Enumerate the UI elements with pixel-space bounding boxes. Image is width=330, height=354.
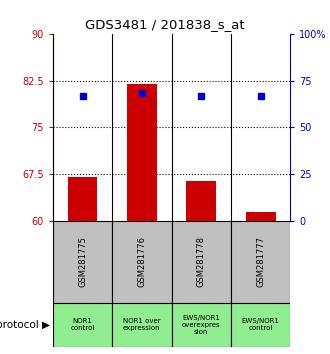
Text: NOR1
control: NOR1 control (70, 318, 95, 331)
Text: GSM281775: GSM281775 (78, 236, 87, 287)
Bar (53, 303, 112, 347)
Bar (112, 221, 172, 303)
Text: GDS3481 / 201838_s_at: GDS3481 / 201838_s_at (85, 18, 245, 31)
Bar (172, 303, 231, 347)
Text: EWS/NOR1
overexpres
sion: EWS/NOR1 overexpres sion (182, 315, 221, 335)
Text: GSM281776: GSM281776 (137, 236, 147, 287)
Bar (246, 212, 276, 221)
Bar (112, 303, 172, 347)
Bar (127, 84, 157, 221)
Text: EWS/NOR1
control: EWS/NOR1 control (242, 318, 280, 331)
Bar (231, 221, 290, 303)
Bar (186, 181, 216, 221)
Text: GSM281778: GSM281778 (197, 236, 206, 287)
Bar (53, 221, 112, 303)
Bar (68, 177, 97, 221)
Text: NOR1 over
expression: NOR1 over expression (123, 318, 161, 331)
Bar (172, 221, 231, 303)
Text: GSM281777: GSM281777 (256, 236, 265, 287)
Bar (231, 303, 290, 347)
Text: protocol ▶: protocol ▶ (0, 320, 50, 330)
